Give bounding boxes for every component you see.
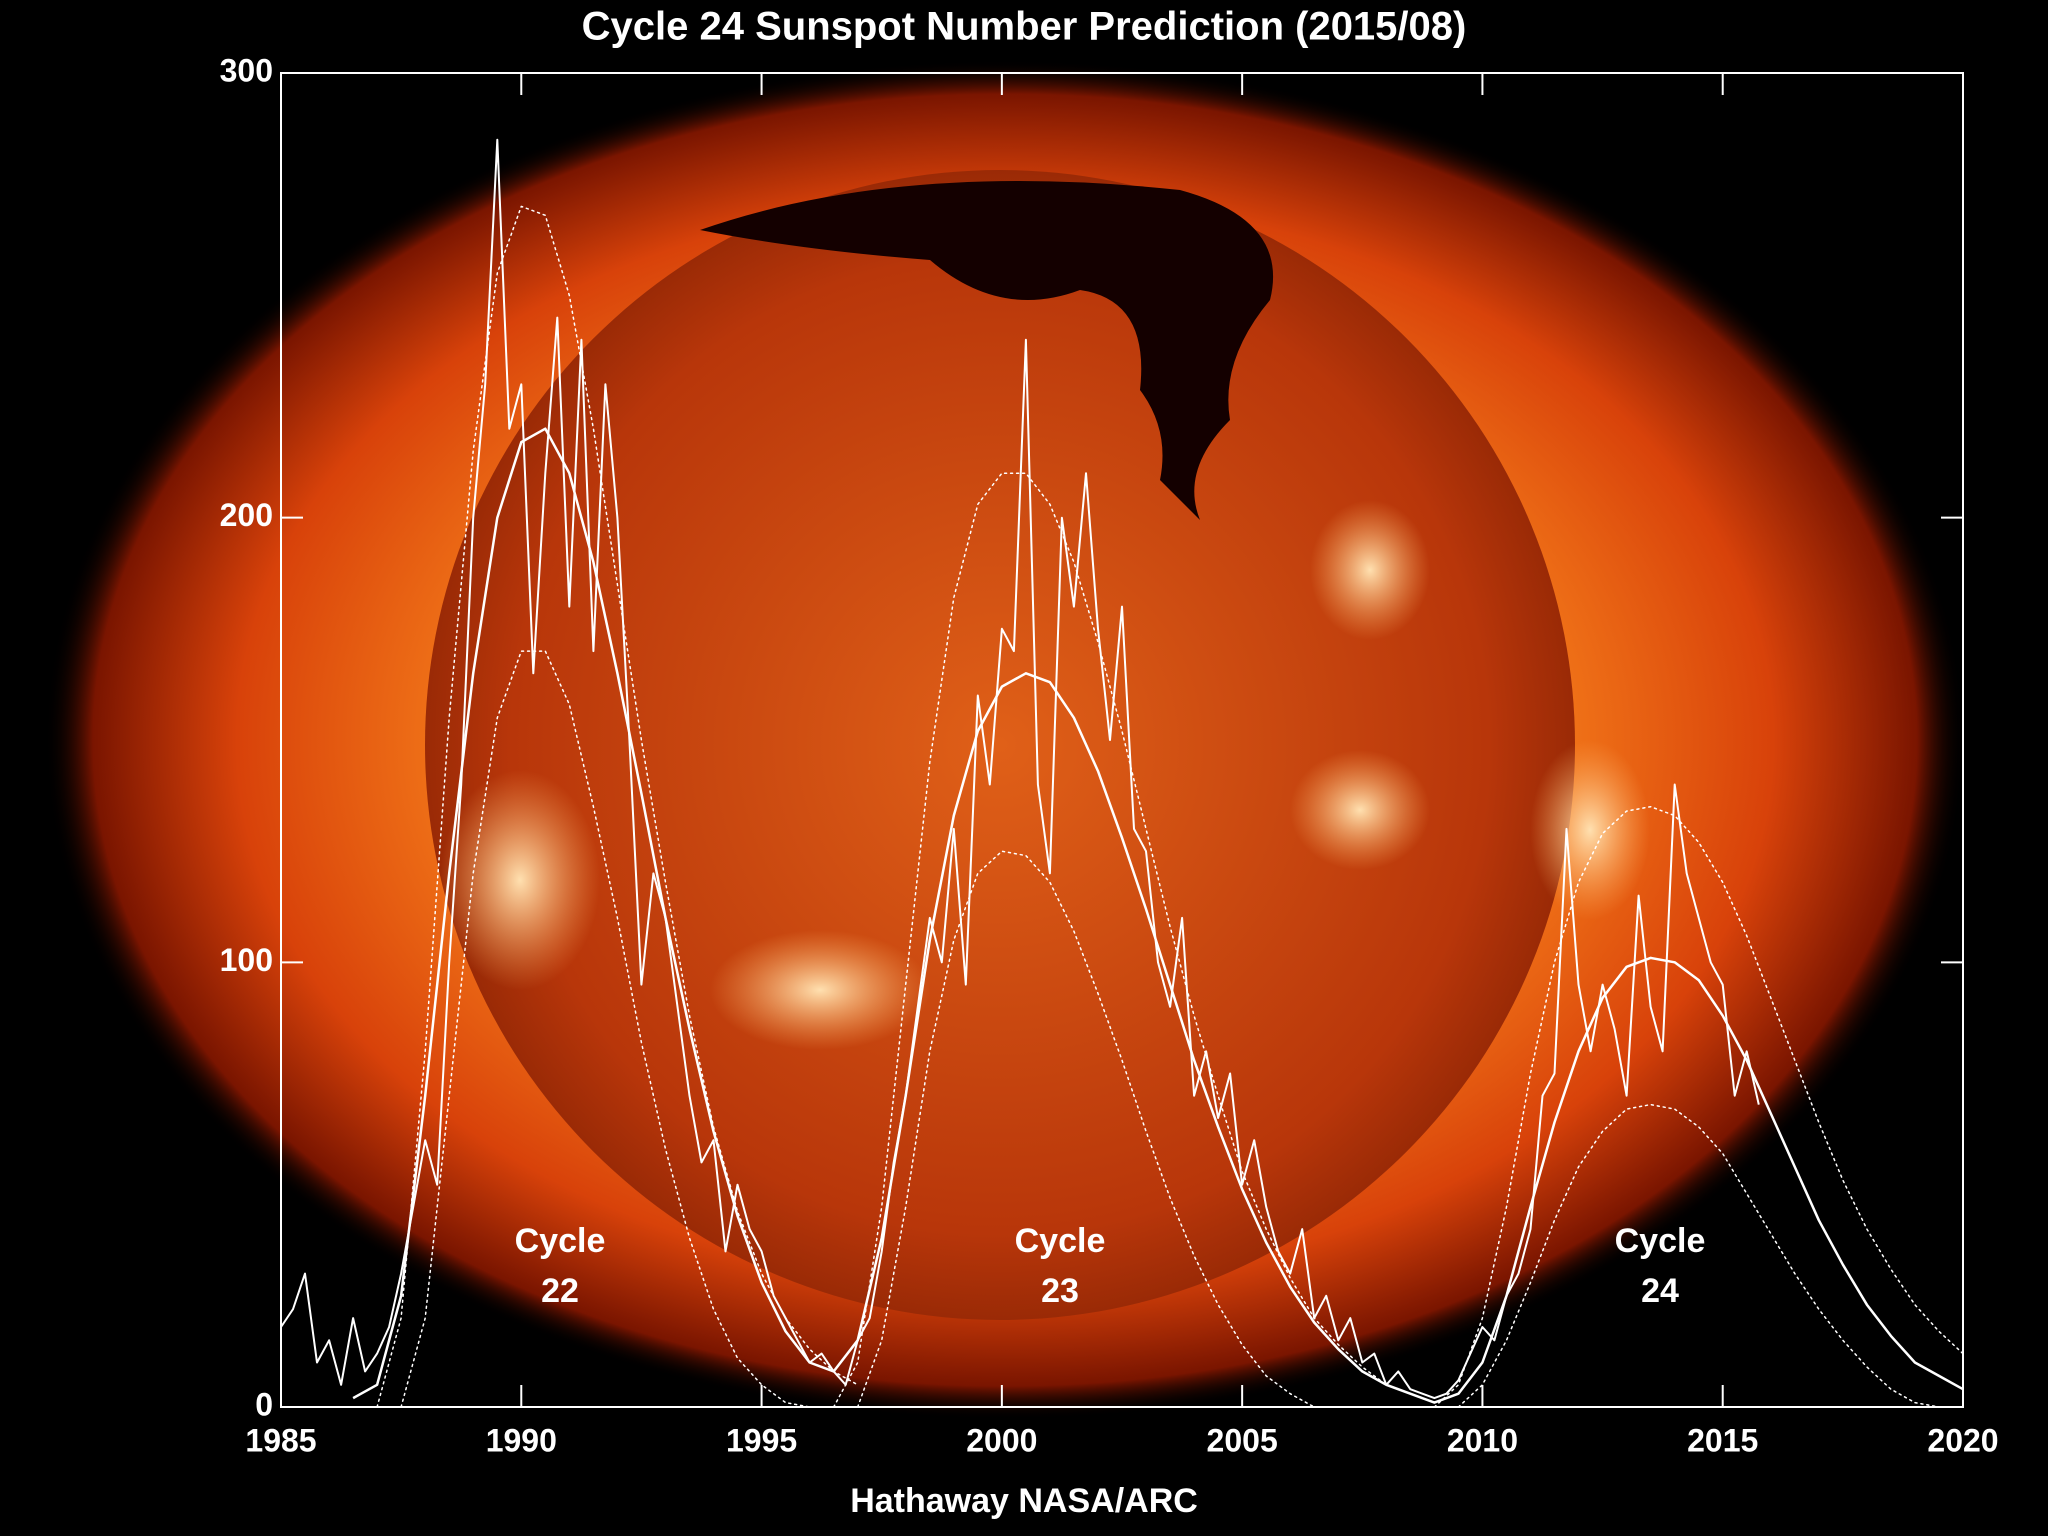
x-tick-label: 2010: [1447, 1422, 1518, 1458]
annotation: Cycle: [515, 1222, 606, 1260]
active-region: [710, 930, 930, 1050]
active-region: [1310, 500, 1430, 640]
x-tick-label: 1990: [486, 1422, 557, 1458]
data-line: [280, 138, 1760, 1400]
x-tick-label: 2015: [1687, 1422, 1758, 1458]
annotation: 23: [1041, 1272, 1079, 1310]
y-tick-label: 300: [220, 52, 273, 88]
y-tick-label: 0: [255, 1386, 273, 1422]
x-tick-label: 1985: [245, 1422, 316, 1458]
bound-line: [856, 850, 1315, 1408]
y-tick-label: 200: [220, 497, 273, 533]
coronal-hole: [700, 181, 1274, 520]
annotation: Cycle: [1615, 1222, 1706, 1260]
sun-image: [45, 60, 1965, 1420]
y-tick-label: 100: [220, 942, 273, 978]
data-line: [352, 427, 1964, 1404]
bound-line: [1433, 805, 1964, 1408]
x-axis-label: Hathaway NASA/ARC: [850, 1482, 1198, 1520]
solar-disc: [425, 170, 1575, 1320]
annotation: 22: [541, 1272, 579, 1310]
annotation: 24: [1641, 1272, 1679, 1310]
bound-line: [832, 472, 1436, 1408]
plot-frame: [280, 72, 1964, 1408]
x-tick-label: 2020: [1927, 1422, 1998, 1458]
chart-title: Cycle 24 Sunspot Number Prediction (2015…: [582, 5, 1467, 49]
x-tick-label: 2005: [1207, 1422, 1278, 1458]
x-tick-label: 1995: [726, 1422, 797, 1458]
bound-line: [376, 205, 859, 1408]
x-tick-label: 2000: [966, 1422, 1037, 1458]
active-region: [1290, 750, 1430, 870]
annotation: Cycle: [1015, 1222, 1106, 1260]
active-region: [1530, 740, 1650, 920]
bound-line: [1457, 1103, 1940, 1408]
